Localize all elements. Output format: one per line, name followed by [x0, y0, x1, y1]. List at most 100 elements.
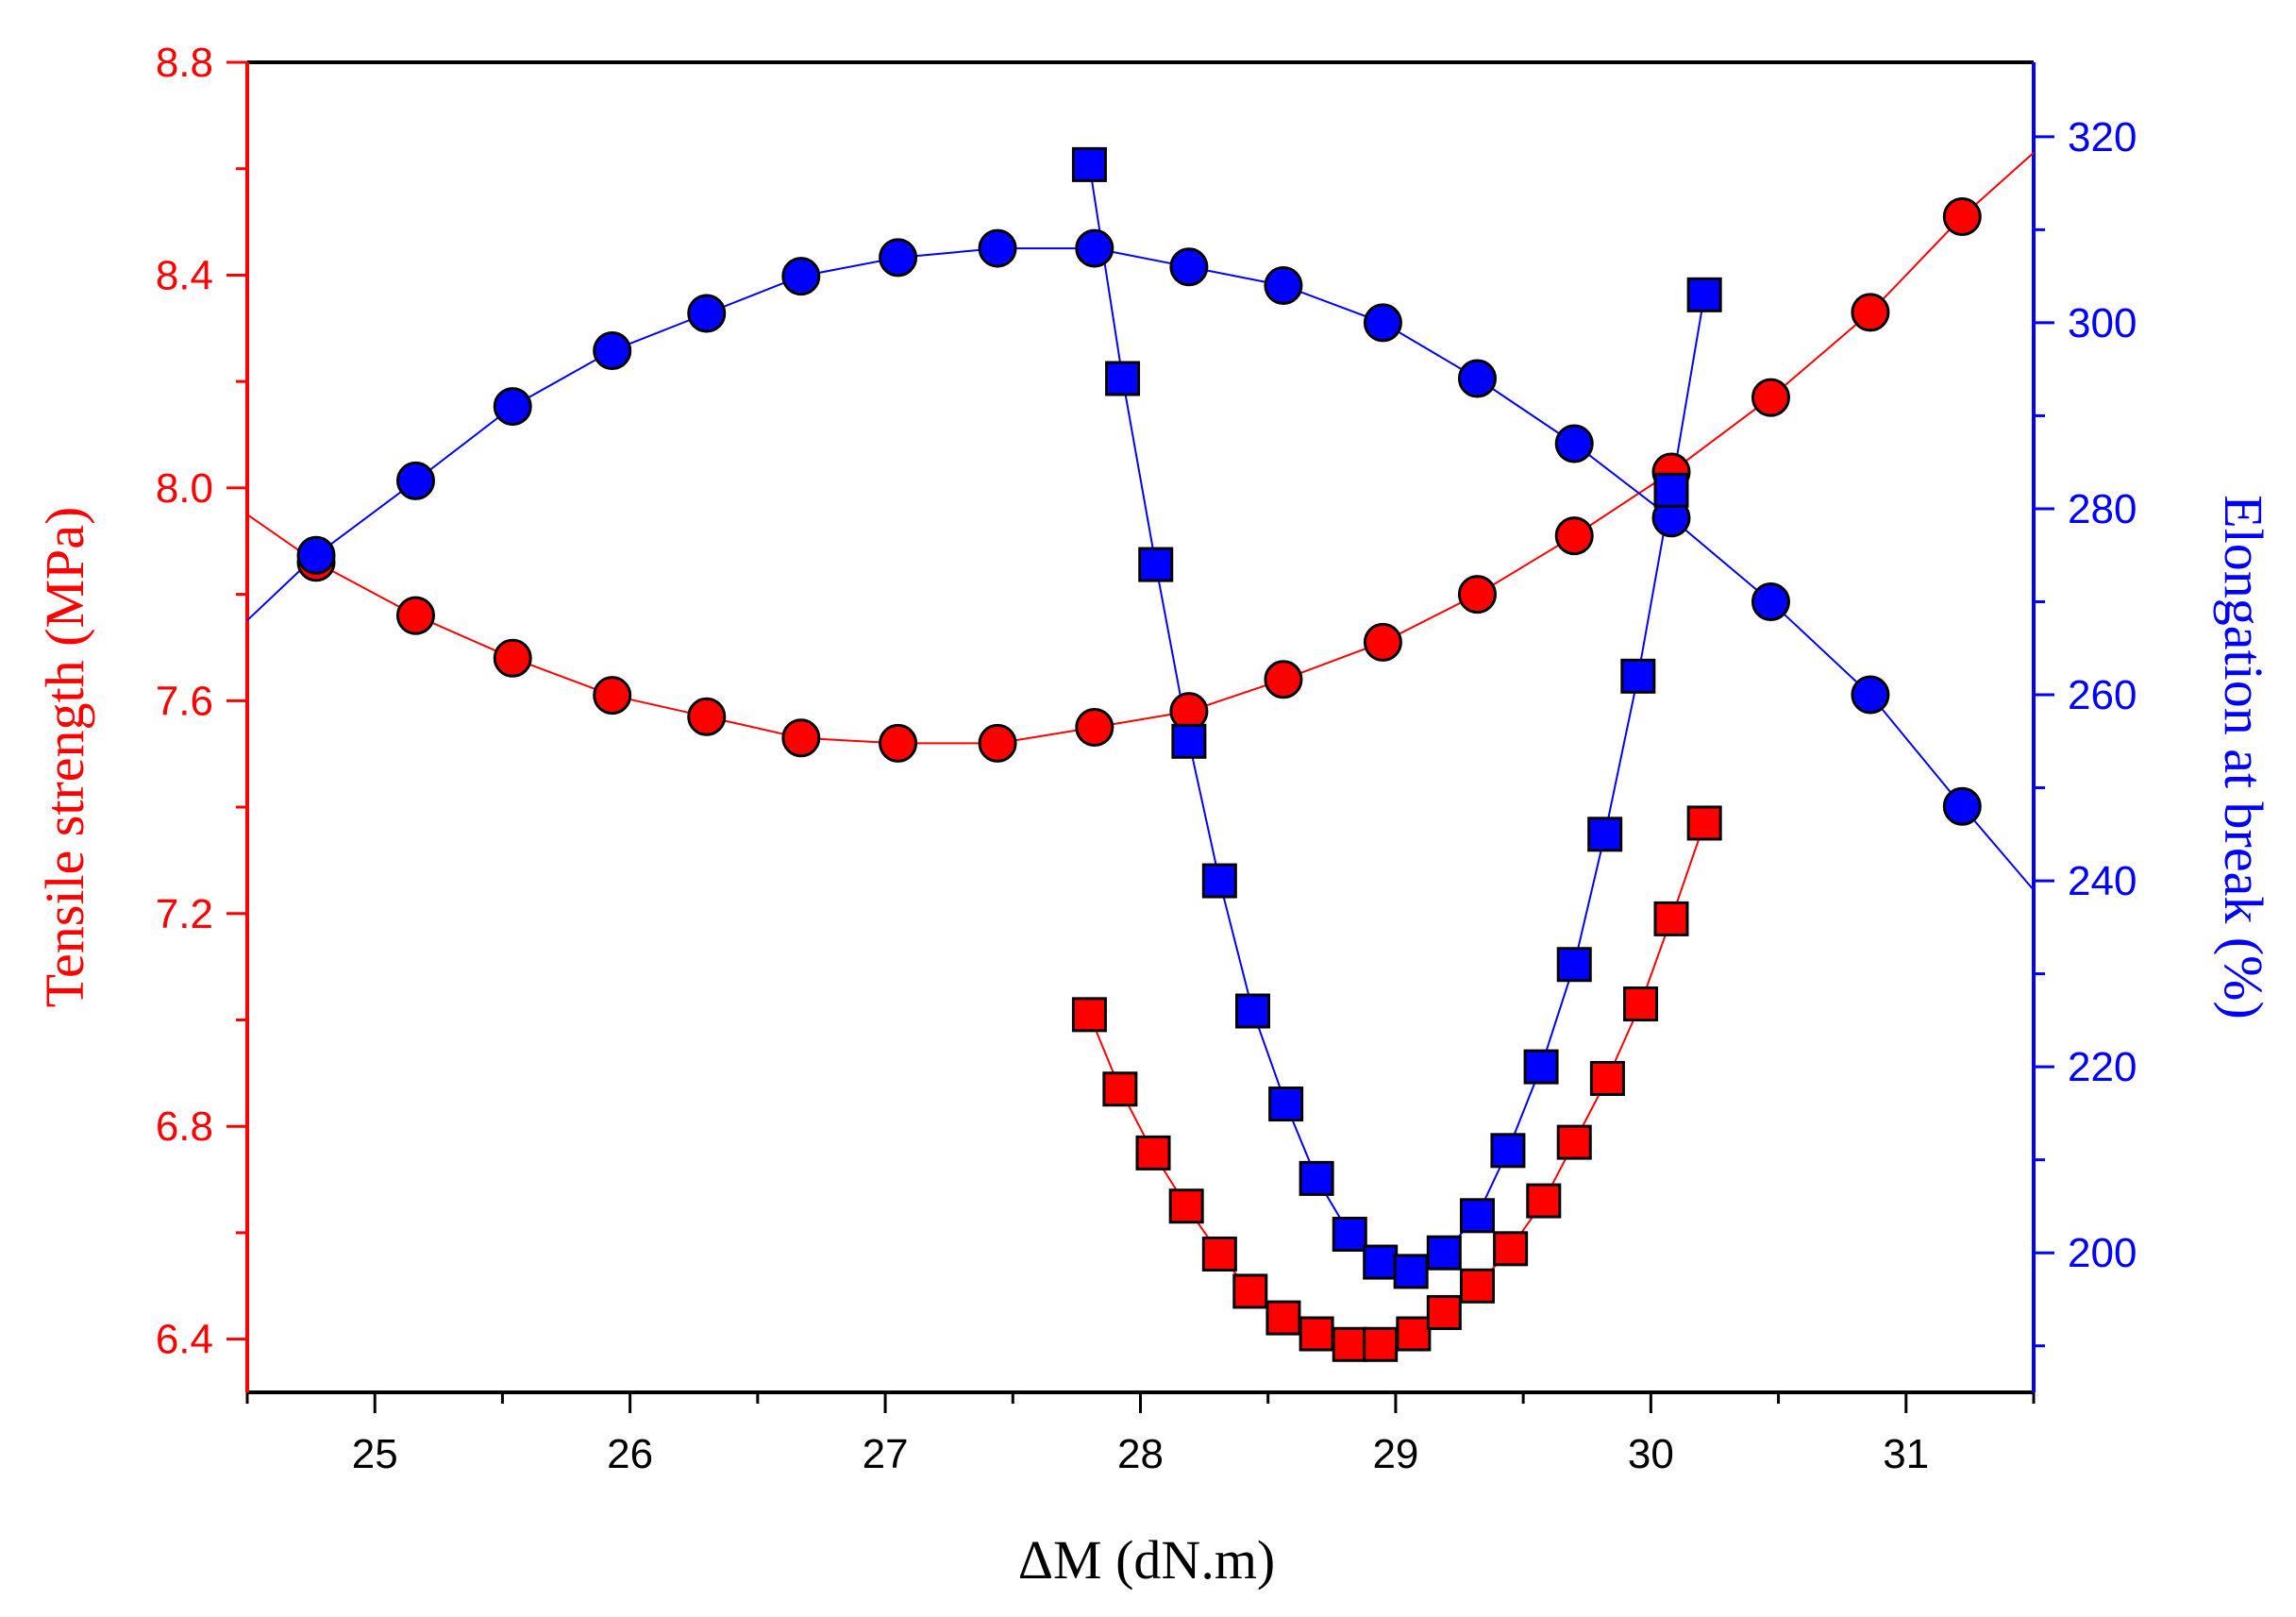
series-4-point — [1105, 361, 1141, 396]
series-4-point — [1363, 1244, 1399, 1280]
y-axis-left: 6.4 6.8 7.2 7.6 8.0 8.4 8.8 — [156, 40, 247, 1363]
y-axis-right: 200 220 240 260 280 300 320 — [2034, 114, 2137, 1348]
series-2-point — [395, 461, 435, 500]
series-3-point — [1102, 1071, 1138, 1107]
series-4-point — [1299, 1160, 1334, 1196]
series-1-point — [1363, 622, 1402, 662]
y-left-tick-label: 8.4 — [156, 252, 213, 298]
y-right-tick-label: 220 — [2068, 1044, 2137, 1090]
series-3-point — [1332, 1326, 1367, 1362]
series-2-point — [1751, 581, 1790, 621]
series-2-point — [493, 387, 532, 427]
series-1-point — [687, 697, 727, 736]
series-2-point — [593, 330, 632, 370]
x-tick-label: 31 — [1883, 1431, 1929, 1477]
series-4-point — [1171, 723, 1207, 759]
series-3-point — [1653, 901, 1689, 936]
x-tick-label: 26 — [607, 1431, 653, 1477]
series-3-point — [1168, 1188, 1204, 1224]
y-right-tick-label: 260 — [2068, 672, 2137, 718]
series-1-point — [1751, 378, 1790, 417]
y-axis-right-label: Elongation at break (%) — [2213, 495, 2274, 1019]
series-3-point — [1589, 1060, 1625, 1096]
series-4-point — [1426, 1235, 1462, 1271]
x-tick-label: 29 — [1372, 1431, 1418, 1477]
series-3-point — [1396, 1316, 1432, 1352]
y-right-tick-label: 320 — [2068, 114, 2137, 160]
y-right-tick-label: 240 — [2068, 858, 2137, 904]
y-axis-left-label: Tensile strength (MPa) — [34, 507, 95, 1008]
y-left-tick-label: 7.6 — [156, 678, 213, 724]
series-1-point — [1264, 660, 1303, 699]
series-3-point — [1363, 1326, 1399, 1362]
series-3-point — [1623, 986, 1659, 1022]
series-2-point — [1363, 303, 1402, 343]
x-tick-label: 30 — [1628, 1431, 1674, 1477]
series-2-point — [1075, 228, 1114, 268]
series-4-point — [1234, 993, 1270, 1029]
series-1-point — [1942, 196, 1982, 236]
series-3-point — [1556, 1124, 1592, 1160]
plot-frame — [245, 60, 2036, 1394]
series-2-point — [781, 257, 821, 296]
series-3-point — [1686, 805, 1722, 841]
series-3-point — [1426, 1294, 1462, 1330]
series-4-point — [1620, 658, 1656, 694]
series-1-point — [1075, 708, 1114, 747]
series-2-point — [879, 238, 918, 278]
y-left-tick-label: 8.0 — [156, 465, 213, 512]
series-4-point — [1490, 1133, 1526, 1169]
series-4-point — [1523, 1049, 1559, 1085]
data-markers — [296, 146, 1982, 1362]
series-2-point — [1942, 786, 1982, 826]
series-3-point — [1071, 997, 1107, 1033]
series-4-point — [1653, 472, 1689, 508]
y-left-tick-label: 6.4 — [156, 1317, 213, 1363]
series-4-point — [1138, 547, 1174, 582]
series-3-point — [1135, 1135, 1171, 1171]
y-left-tick-label: 7.2 — [156, 891, 213, 937]
series-3-point — [1201, 1236, 1237, 1272]
series-2-point — [687, 294, 727, 333]
series-3-point — [1493, 1231, 1529, 1267]
y-right-tick-label: 280 — [2068, 486, 2137, 532]
series-2-point — [1264, 265, 1303, 305]
series-3-point — [1526, 1183, 1562, 1219]
y-left-tick-label: 8.8 — [156, 40, 213, 86]
x-axis: 25 26 27 28 29 30 31 — [245, 1392, 2036, 1477]
series-4-point — [1071, 146, 1107, 182]
y-right-tick-label: 200 — [2068, 1230, 2137, 1276]
series-3-point — [1459, 1268, 1495, 1304]
series-4-point — [1459, 1198, 1495, 1234]
x-tick-label: 25 — [352, 1431, 398, 1477]
series-1-point — [978, 723, 1017, 763]
series-3-point — [1265, 1300, 1301, 1336]
series-1-point — [879, 723, 918, 763]
series-1-point — [781, 718, 821, 758]
y-left-tick-label: 6.8 — [156, 1103, 213, 1150]
series-1-point — [493, 638, 532, 678]
series-4-point — [1332, 1216, 1367, 1252]
series-4-point — [1556, 947, 1592, 983]
y-right-tick-label: 300 — [2068, 300, 2137, 346]
series-4-point — [1268, 1086, 1304, 1122]
series-4-point — [1393, 1254, 1429, 1289]
x-tick-label: 27 — [863, 1431, 909, 1477]
series-2-point — [1851, 675, 1890, 715]
series-4-point — [1587, 817, 1623, 852]
series-4-point — [1201, 863, 1237, 899]
series-1-point — [1851, 293, 1890, 332]
series-2-point — [978, 228, 1017, 268]
series-1-point — [593, 676, 632, 716]
x-axis-label: ΔM (dN.m) — [1018, 1529, 1276, 1591]
series-1-point — [395, 596, 435, 635]
series-2-point — [1457, 359, 1497, 398]
series-2-point — [1169, 247, 1209, 287]
series-1-point — [1554, 516, 1594, 556]
series-4-point — [1686, 277, 1722, 312]
series-2-point — [296, 535, 336, 575]
x-tick-label: 28 — [1117, 1431, 1164, 1477]
series-2-point — [1554, 424, 1594, 463]
